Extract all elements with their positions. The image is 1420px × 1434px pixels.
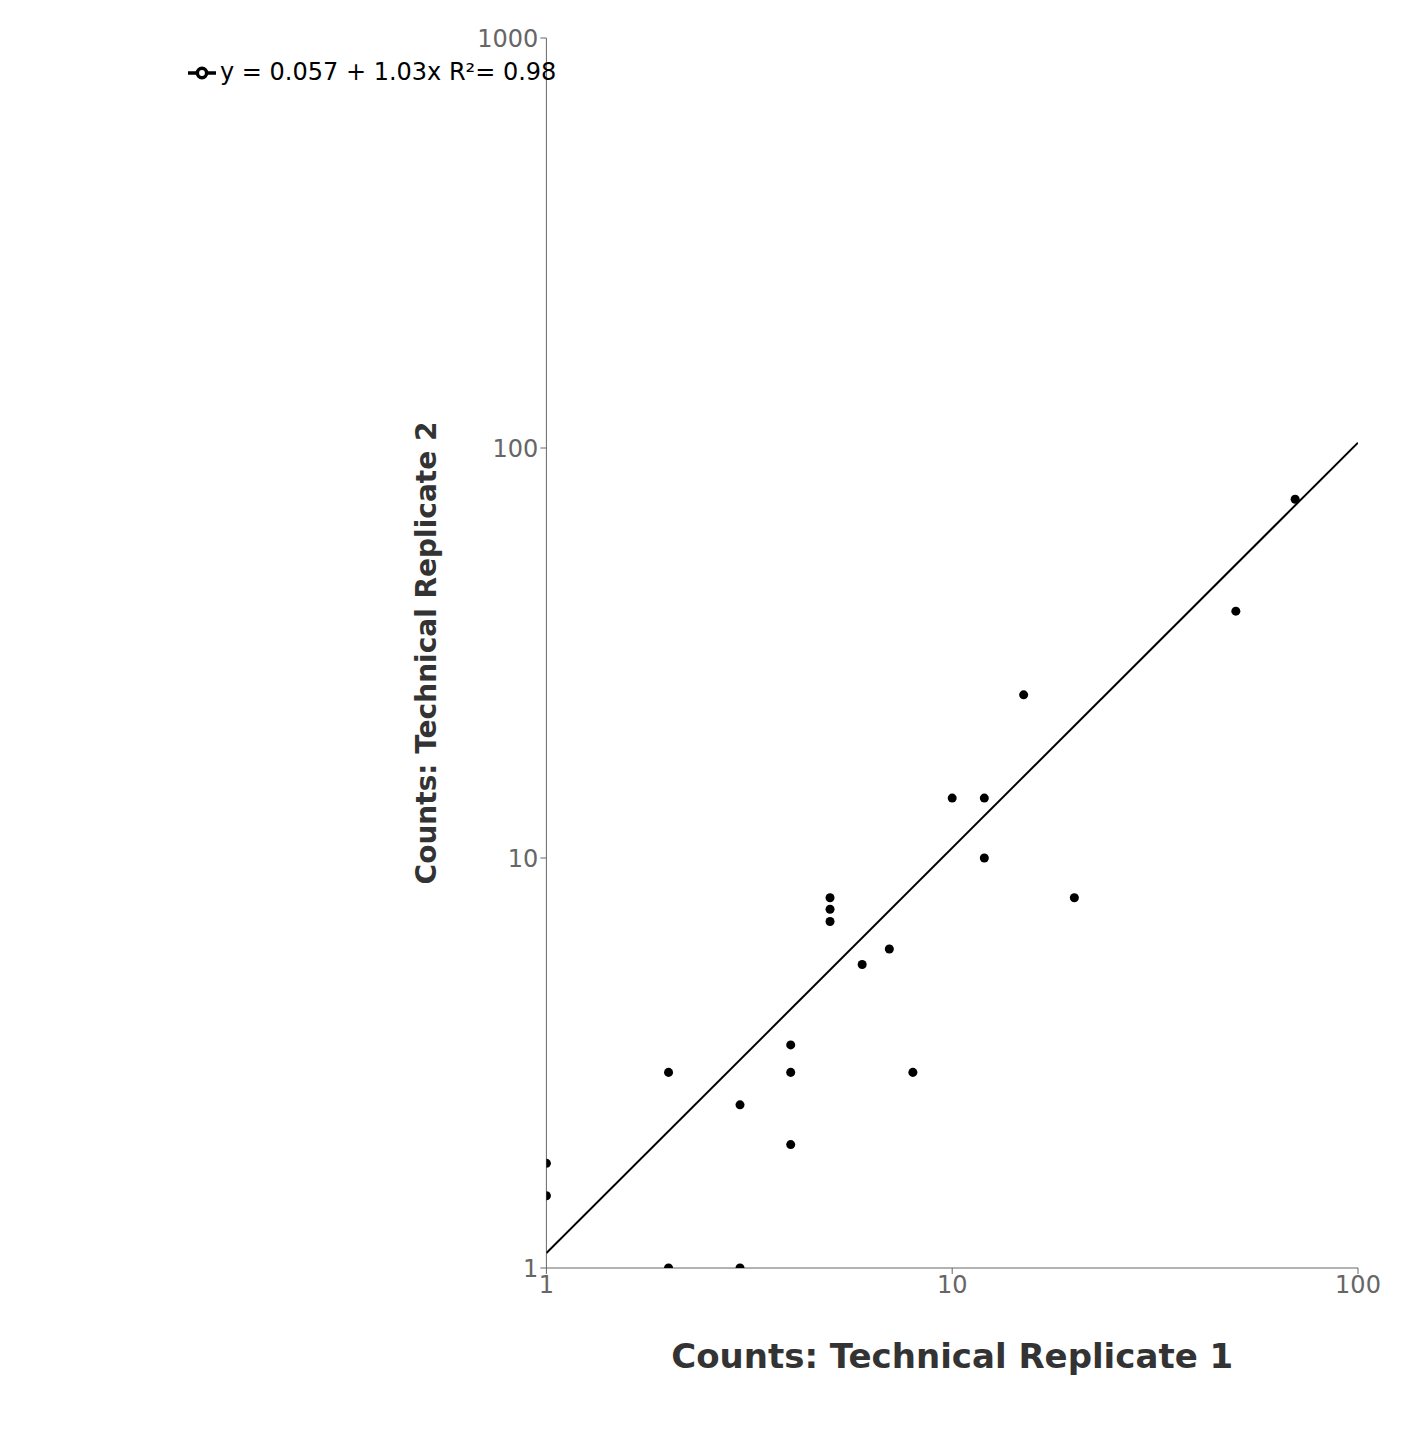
- svg-text:10: 10: [937, 1271, 968, 1299]
- svg-text:1: 1: [539, 1271, 554, 1299]
- svg-text:100: 100: [493, 435, 539, 463]
- html-text:y = 0.057 + 1.03x R²= 0.98: y = 0.057 + 1.03x R²= 0.98: [220, 58, 557, 86]
- svg-text:10: 10: [508, 845, 539, 873]
- svg-text:1: 1: [523, 1255, 538, 1283]
- svg-text:1000: 1000: [477, 25, 538, 53]
- svg-text:Counts: Technical Replicate 2: Counts: Technical Replicate 2: [410, 422, 443, 885]
- svg-text:Counts: Technical Replicate 1: Counts: Technical Replicate 1: [671, 1336, 1233, 1376]
- svg-text:100: 100: [1335, 1271, 1381, 1299]
